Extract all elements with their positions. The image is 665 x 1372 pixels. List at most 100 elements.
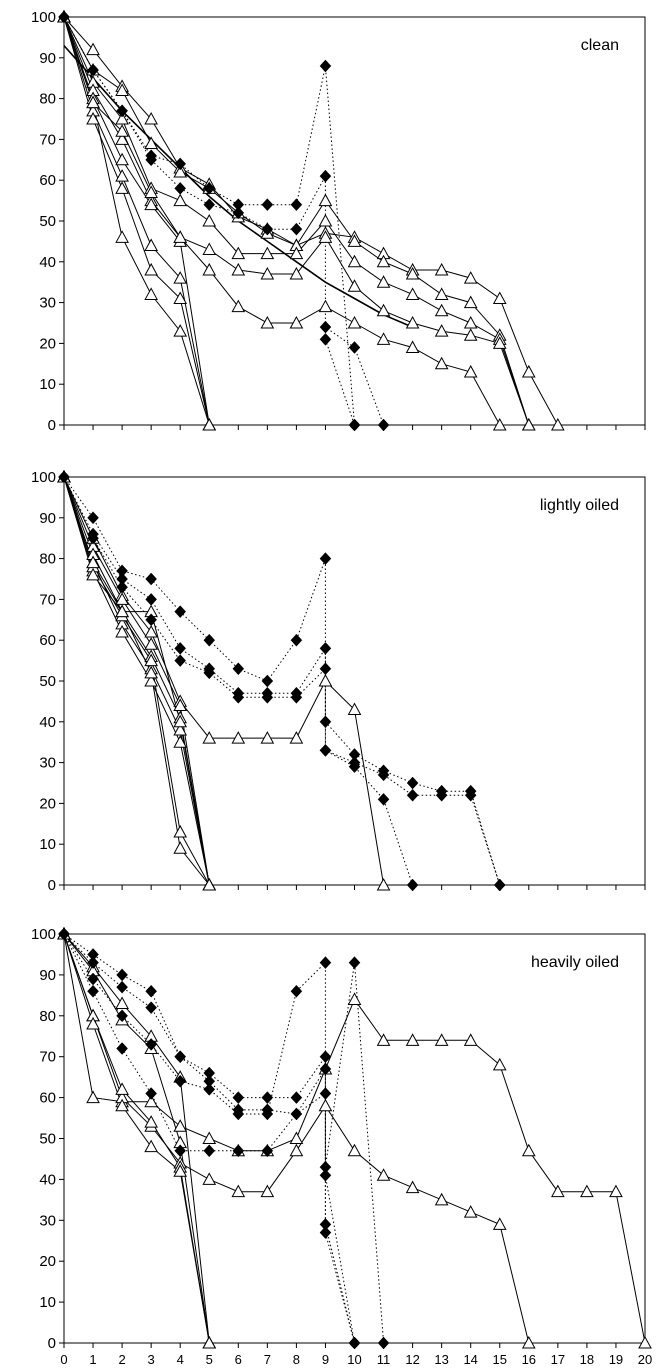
y-tick-label: 20 xyxy=(39,795,56,812)
data-point-diamond xyxy=(203,1144,216,1158)
series-line-8 xyxy=(63,933,355,1344)
data-point-triangle xyxy=(580,1184,594,1198)
y-tick-label: 80 xyxy=(39,91,56,108)
data-point-triangle xyxy=(434,356,449,370)
data-point-diamond xyxy=(261,222,274,236)
y-tick-label: 40 xyxy=(39,1171,56,1188)
data-point-triangle xyxy=(173,324,188,337)
y-tick-label: 20 xyxy=(39,1253,56,1270)
data-point-diamond xyxy=(319,1087,332,1100)
series-line-9 xyxy=(63,933,385,1344)
data-point-triangle xyxy=(463,1205,478,1218)
data-point-diamond xyxy=(232,662,245,676)
data-point-triangle xyxy=(173,841,188,854)
y-tick-label: 100 xyxy=(31,469,56,486)
data-point-diamond xyxy=(261,690,274,704)
x-tick-label: 20 xyxy=(638,1352,652,1367)
y-tick-label: 60 xyxy=(39,1090,56,1107)
data-point-triangle xyxy=(202,1335,217,1349)
data-point-triangle xyxy=(115,592,129,605)
data-point-triangle xyxy=(318,193,333,207)
data-point-triangle xyxy=(521,417,536,431)
y-tick-label: 50 xyxy=(39,673,56,690)
series-line-6 xyxy=(63,933,355,1344)
data-point-diamond xyxy=(290,198,303,212)
data-point-triangle xyxy=(289,1131,304,1144)
data-point-triangle xyxy=(463,271,478,284)
series-line-12 xyxy=(63,45,413,328)
x-tick-label: 2 xyxy=(118,1352,125,1367)
data-point-triangle xyxy=(347,279,362,292)
x-tick-label: 16 xyxy=(522,1352,536,1367)
data-point-triangle xyxy=(260,315,275,329)
chart-title: lightly oiled xyxy=(540,497,619,514)
data-point-triangle xyxy=(231,1184,246,1198)
x-tick-label: 11 xyxy=(377,1352,391,1367)
y-tick-label: 0 xyxy=(48,877,56,894)
data-point-triangle xyxy=(551,1184,565,1198)
data-point-diamond xyxy=(406,788,419,802)
data-point-triangle xyxy=(347,1143,362,1157)
data-point-diamond xyxy=(290,1091,303,1104)
data-point-diamond xyxy=(319,641,332,655)
y-tick-label: 20 xyxy=(39,335,56,352)
data-point-triangle xyxy=(173,1164,188,1177)
data-point-triangle xyxy=(144,262,158,276)
data-point-triangle xyxy=(115,624,129,638)
y-tick-label: 70 xyxy=(39,591,56,608)
data-point-triangle xyxy=(144,136,158,149)
data-point-triangle xyxy=(318,1098,333,1112)
data-point-triangle xyxy=(347,702,362,716)
data-point-diamond xyxy=(174,157,187,171)
y-tick-label: 10 xyxy=(39,836,56,853)
data-point-diamond xyxy=(116,1042,128,1055)
data-point-diamond xyxy=(319,169,332,183)
data-point-triangle xyxy=(318,230,333,243)
data-point-triangle xyxy=(463,328,478,341)
data-point-triangle xyxy=(405,287,420,300)
data-point-triangle xyxy=(405,315,420,329)
data-point-diamond xyxy=(319,320,332,334)
data-point-triangle xyxy=(260,731,275,744)
data-point-triangle xyxy=(202,242,217,256)
data-point-triangle xyxy=(434,1033,449,1046)
x-tick-label: 0 xyxy=(60,1352,67,1367)
data-point-diamond xyxy=(145,593,157,606)
data-point-triangle xyxy=(115,132,129,145)
y-tick-label: 50 xyxy=(39,1131,56,1148)
data-point-triangle xyxy=(144,238,158,251)
y-tick-label: 40 xyxy=(39,254,56,271)
data-point-triangle xyxy=(434,287,449,300)
data-point-triangle xyxy=(173,271,188,284)
data-point-triangle xyxy=(86,555,100,569)
data-point-diamond xyxy=(348,756,361,769)
x-tick-label: 19 xyxy=(609,1352,623,1367)
y-tick-label: 60 xyxy=(39,172,56,189)
data-point-diamond xyxy=(290,633,303,647)
series-line-10 xyxy=(63,476,501,886)
data-point-triangle xyxy=(86,1090,100,1104)
data-point-diamond xyxy=(145,1001,157,1014)
data-point-diamond xyxy=(464,788,477,802)
data-point-triangle xyxy=(376,254,391,268)
data-point-diamond xyxy=(145,613,157,627)
y-tick-label: 0 xyxy=(48,1335,56,1352)
data-point-triangle xyxy=(376,332,391,345)
data-point-triangle xyxy=(260,246,275,260)
data-point-triangle xyxy=(144,287,158,300)
data-point-triangle xyxy=(463,1033,478,1046)
data-point-diamond xyxy=(116,980,128,994)
series-line-4 xyxy=(63,476,210,886)
plot-frame xyxy=(63,16,646,426)
data-point-triangle xyxy=(492,1217,507,1230)
data-point-triangle xyxy=(86,111,100,125)
data-point-diamond xyxy=(174,641,187,655)
series-line-3 xyxy=(63,476,210,886)
series-line-1 xyxy=(63,476,210,886)
series-line-7 xyxy=(63,933,355,1344)
data-point-triangle xyxy=(202,213,217,227)
data-point-diamond xyxy=(203,181,216,195)
data-point-diamond xyxy=(87,956,99,969)
